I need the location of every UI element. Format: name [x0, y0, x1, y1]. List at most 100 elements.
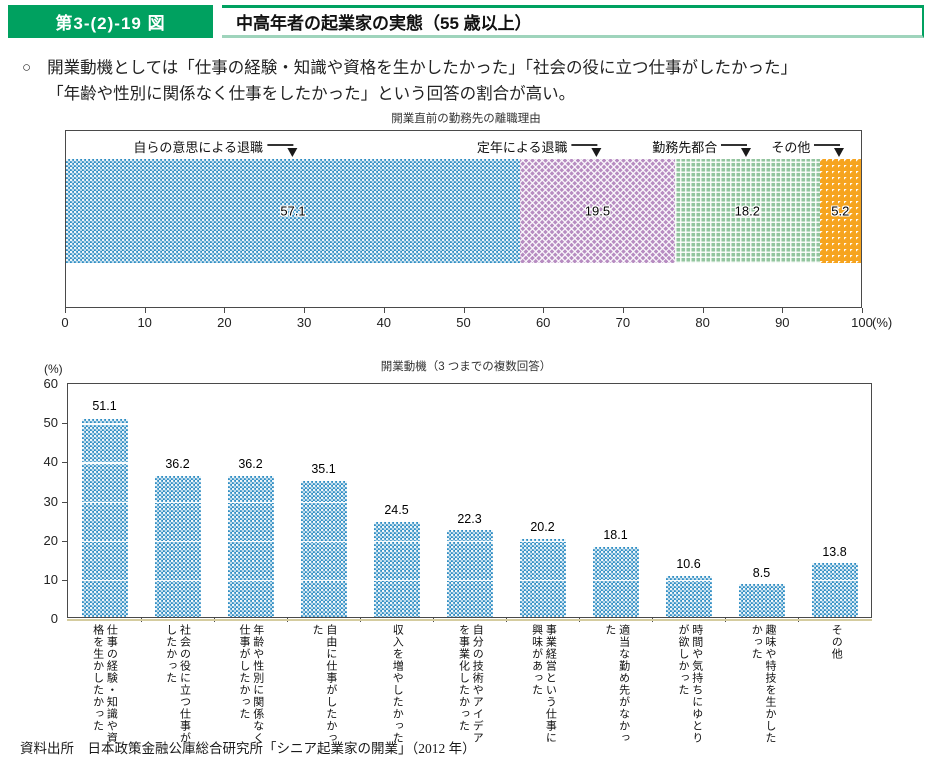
- bar-value-label: 51.1: [92, 398, 117, 413]
- segment-callout-label: 定年による退職: [476, 139, 568, 155]
- category-label-7: 適当な勤め先がなかった: [603, 624, 630, 744]
- y-tick-label: 60: [43, 376, 58, 391]
- retirement-chart-frame: 自らの意思による退職 定年による退職 勤務先都合 その他 57.1 19.5 18.2 5.…: [65, 130, 862, 308]
- bar-7: [592, 546, 639, 617]
- summary-text: 開業動機としては「仕事の経験・知識や資格を生かしたかった」「社会の役に立つ仕事が…: [47, 56, 797, 107]
- segment-value-label: 5.2: [831, 203, 850, 219]
- bar-value-label: 18.1: [603, 528, 628, 543]
- x-tick-label: 0: [61, 315, 69, 330]
- stacked-bar: 57.1 19.5 18.2 5.2: [66, 159, 861, 263]
- x-tick: [144, 308, 146, 313]
- bar-slot-8: 10.6: [652, 384, 725, 617]
- category-label-2: 年齢や性別に関係なく仕事がしたかった: [237, 624, 264, 744]
- x-tick: [543, 308, 545, 313]
- x-tick: [383, 308, 385, 313]
- category-boundary-tick: [798, 617, 799, 622]
- bar-slot-6: 20.2: [506, 384, 579, 617]
- motive-chart-category-labels: 仕事の経験・知識や資格を生かしたかった 社会の役に立つ仕事がしたかった 年齢や性別に…: [67, 624, 872, 748]
- motive-chart-frame: 0 10 20 30 40 50 60 51.1 36.2 36.2 35.1 24.5 22.3 20…: [44, 376, 872, 626]
- category-label-10: その他: [830, 624, 843, 660]
- bar-value-label: 36.2: [165, 457, 190, 472]
- category-boundary-tick: [360, 617, 361, 622]
- x-tick-label: 50: [456, 315, 471, 330]
- category-boundary-tick: [287, 617, 288, 622]
- category-boundary-tick: [506, 617, 507, 622]
- segment-callout-1: 定年による退職: [476, 136, 602, 157]
- x-tick: [65, 308, 66, 313]
- figure-number-badge: 第3-(2)-19 図: [8, 5, 213, 38]
- callout-arrow-icon: [814, 136, 845, 157]
- y-tick: [62, 579, 67, 581]
- bar-value-label: 8.5: [752, 565, 771, 580]
- category-label-3: 自由に仕事がしたかった: [311, 624, 337, 744]
- bar-5: [446, 530, 493, 617]
- bar-10: [811, 563, 858, 617]
- x-tick-label: 70: [615, 315, 631, 330]
- callout-arrow-icon: [266, 136, 297, 157]
- segment-callout-2: 勤務先都合: [652, 136, 752, 157]
- y-tick: [62, 423, 67, 425]
- segment-3: 5.2: [819, 159, 861, 263]
- bar-0: [81, 418, 128, 617]
- bar-8: [665, 575, 712, 617]
- bar-slot-9: 8.5: [725, 384, 798, 617]
- y-tick: [62, 540, 67, 542]
- segment-0: 57.1: [66, 159, 520, 263]
- bar-slot-3: 35.1: [287, 384, 360, 617]
- x-tick: [782, 308, 784, 313]
- bar-value-label: 20.2: [530, 519, 555, 534]
- x-tick: [622, 308, 624, 313]
- bar-value-label: 36.2: [238, 457, 263, 472]
- segment-1: 19.5: [519, 159, 675, 263]
- y-tick: [62, 462, 67, 464]
- y-tick-label: 50: [43, 415, 58, 431]
- segment-value-label: 19.5: [584, 203, 611, 219]
- y-tick-label: 40: [43, 454, 58, 470]
- category-boundary-tick: [141, 617, 142, 622]
- bar-slot-7: 18.1: [579, 384, 652, 617]
- x-tick-label: 90: [775, 315, 790, 330]
- segment-2: 18.2: [674, 159, 820, 263]
- segment-value-label: 57.1: [280, 203, 306, 219]
- summary-line-2: 「年齢や性別に関係なく仕事をしたかった」という回答の割合が高い。: [47, 84, 576, 103]
- bar-value-label: 10.6: [676, 557, 701, 572]
- category-label-1: 社会の役に立つ仕事がしたかった: [164, 624, 191, 744]
- bar-slot-0: 51.1: [68, 384, 141, 617]
- bar-value-label: 13.8: [822, 544, 847, 559]
- x-tick-label: 100: [851, 315, 873, 330]
- x-tick-label: 80: [695, 315, 710, 330]
- bar-2: [227, 476, 274, 617]
- segment-callout-0: 自らの意思による退職: [133, 136, 297, 157]
- segment-callout-label: 勤務先都合: [652, 139, 718, 155]
- x-tick-label: 10: [137, 315, 152, 330]
- y-tick-label: 0: [50, 611, 58, 626]
- category-boundary-tick: [579, 617, 580, 622]
- motive-chart-plot: 51.1 36.2 36.2 35.1 24.5 22.3 20.2 18.1 10.6 8.5 1…: [68, 384, 871, 617]
- y-tick: [62, 501, 67, 503]
- segment-callout-label: 自らの意思による退職: [133, 139, 263, 155]
- y-tick-label: 10: [43, 571, 58, 587]
- data-source-note: 資料出所 日本政策金融公庫総合研究所「シニア起業家の開業」（2012 年）: [20, 741, 476, 756]
- segment-callout-3: その他: [771, 136, 845, 157]
- bar-value-label: 35.1: [311, 461, 336, 476]
- bar-6: [519, 538, 566, 617]
- figure-number: 第3-(2)-19 図: [55, 14, 166, 33]
- x-tick: [463, 308, 465, 313]
- motive-chart-unit-label: (%): [44, 362, 63, 376]
- bar-1: [154, 476, 201, 617]
- x-axis-unit-label: (%): [872, 315, 893, 330]
- x-tick: [702, 308, 704, 313]
- category-boundary-tick: [725, 617, 726, 622]
- x-tick-label: 30: [296, 315, 312, 330]
- x-tick: [304, 308, 306, 313]
- x-tick-label: 20: [217, 315, 232, 330]
- y-tick-label: 20: [43, 532, 58, 548]
- y-tick-label: 30: [43, 493, 58, 509]
- category-label-8: 時間や気持ちにゆとりが欲しかった: [677, 624, 703, 744]
- bar-slot-1: 36.2: [141, 384, 214, 617]
- category-label-9: 趣味や特技を生かしたかった: [750, 624, 776, 744]
- x-tick-label: 40: [376, 315, 392, 330]
- retirement-chart-title: 開業直前の勤務先の離職理由: [391, 113, 541, 125]
- bar-3: [300, 480, 347, 617]
- x-tick: [224, 308, 226, 313]
